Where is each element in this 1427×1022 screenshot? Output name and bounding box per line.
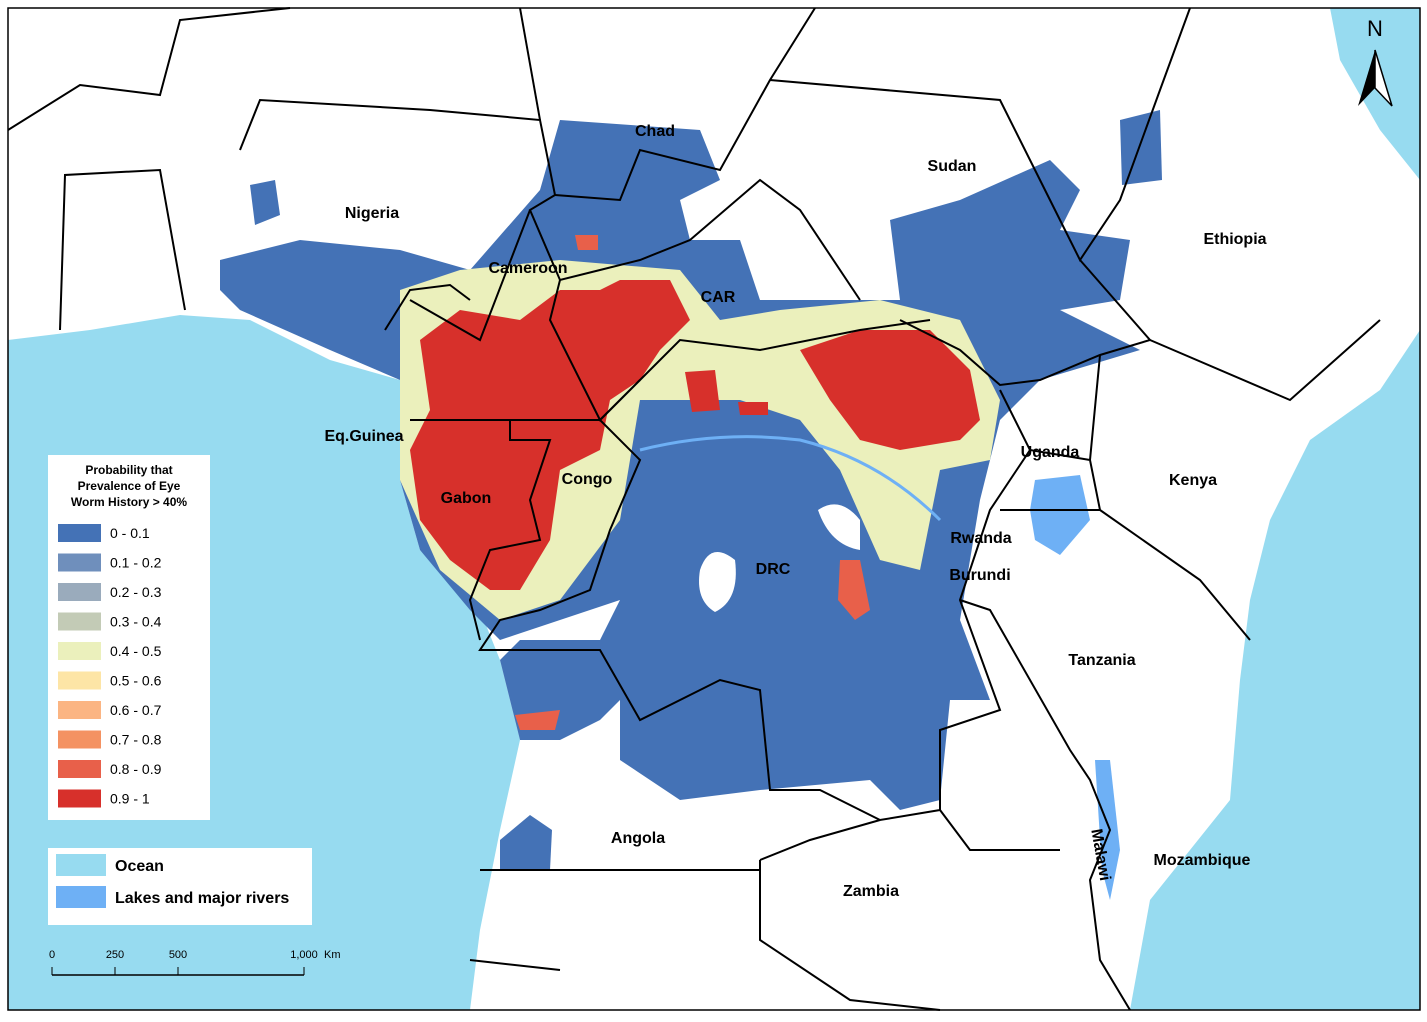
risk-area	[685, 370, 720, 412]
risk-area	[250, 180, 280, 225]
place-label: Congo	[562, 471, 613, 488]
lake	[1030, 475, 1090, 555]
no-data-area	[699, 552, 736, 612]
borders	[7, 7, 1381, 1011]
legend: Probability that Prevalence of Eye Worm Hi…	[58, 463, 187, 808]
arrow-half	[1374, 49, 1393, 107]
risk-area	[575, 235, 598, 250]
place-label: DRC	[756, 561, 791, 578]
legend-label: 0.1 - 0.2	[110, 555, 162, 571]
legend-box	[48, 455, 210, 820]
place-labels: Chad Sudan Nigeria Ethiopia Cameroon CAR…	[324, 123, 1266, 900]
risk-area	[1120, 110, 1162, 185]
legend-swatch	[58, 642, 101, 660]
risk-area	[410, 280, 690, 590]
risk-area	[500, 815, 552, 870]
legend-label: 0.3 - 0.4	[110, 614, 162, 630]
legend-label: 0.6 - 0.7	[110, 702, 162, 718]
no-data-area	[818, 504, 860, 550]
place-label: Chad	[635, 123, 675, 140]
scale-label: 500	[169, 949, 187, 961]
legend-title: Prevalence of Eye	[78, 479, 181, 493]
legend-swatch	[58, 671, 101, 690]
legend-label: 0.4 - 0.5	[110, 643, 162, 659]
scale-label: 1,000	[290, 949, 318, 961]
legend-label: 0.8 - 0.9	[110, 761, 162, 777]
legend-title: Probability that	[85, 463, 172, 477]
scale-label: 0	[49, 949, 55, 961]
place-label: Sudan	[928, 158, 977, 175]
legend-swatch	[58, 612, 101, 631]
place-label: Zambia	[843, 883, 899, 900]
place-label: Mozambique	[1154, 852, 1251, 869]
place-label: Angola	[611, 830, 665, 847]
scale-unit: Km	[324, 949, 341, 961]
legend-swatch	[58, 789, 101, 808]
scale-bar: 0 250 500 1,000 Km	[49, 949, 341, 976]
place-label: Burundi	[949, 567, 1010, 584]
place-label: Tanzania	[1068, 652, 1135, 669]
legend-label: 0 - 0.1	[110, 525, 150, 541]
legend-swatch	[58, 760, 101, 778]
water-label: Lakes and major rivers	[115, 890, 289, 907]
legend-swatch	[58, 524, 101, 542]
place-label: CAR	[701, 289, 736, 306]
place-label: Nigeria	[345, 205, 399, 222]
legend-label: 0.5 - 0.6	[110, 673, 162, 689]
risk-area	[838, 560, 870, 620]
risk-area	[800, 330, 980, 450]
river	[639, 435, 942, 522]
water-legend: Ocean Lakes and major rivers	[56, 854, 289, 908]
risk-area	[738, 402, 768, 415]
legend-label: 0.9 - 1	[110, 791, 150, 807]
frame	[7, 7, 1421, 1011]
water-swatch	[56, 854, 106, 876]
place-label: Uganda	[1021, 444, 1080, 461]
north-arrow: N	[1358, 16, 1393, 107]
legend-swatch	[58, 730, 101, 749]
water-label: Ocean	[115, 858, 164, 875]
north-label: N	[1367, 16, 1383, 41]
place-label: Ethiopia	[1203, 231, 1266, 248]
place-label: Gabon	[441, 490, 492, 507]
risk-surface	[220, 110, 1162, 900]
place-label: Rwanda	[950, 530, 1011, 547]
place-label: Kenya	[1169, 472, 1217, 489]
legend-title: Worm History > 40%	[71, 495, 187, 509]
risk-area	[515, 710, 560, 730]
arrow-half	[1358, 50, 1375, 106]
legend-label: 0.2 - 0.3	[110, 584, 162, 600]
water-swatch	[56, 886, 106, 908]
place-label: Eq.Guinea	[324, 428, 403, 445]
legend-swatch	[58, 553, 101, 572]
lake	[1095, 760, 1120, 900]
legend-swatch	[58, 701, 101, 719]
scale-label: 250	[106, 949, 124, 961]
legend-swatch	[58, 583, 101, 601]
place-label: Cameroon	[488, 260, 567, 277]
legend-label: 0.7 - 0.8	[110, 732, 162, 748]
